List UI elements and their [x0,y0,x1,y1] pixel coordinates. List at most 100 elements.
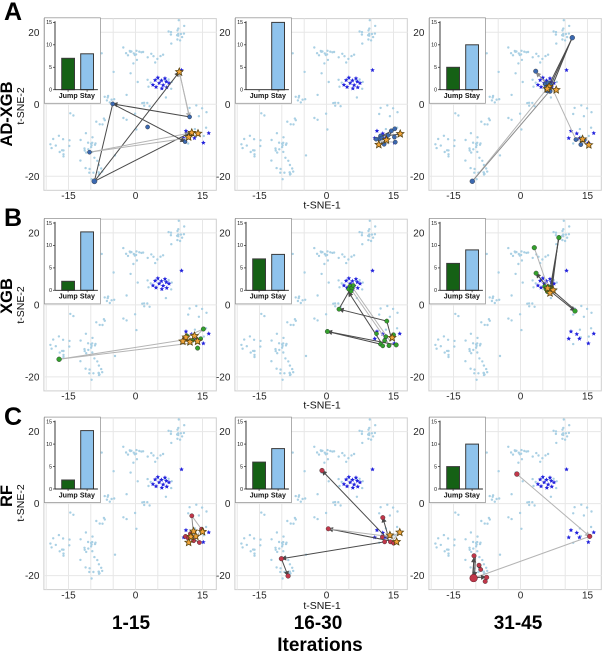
svg-text:15: 15 [388,191,400,202]
svg-text:-20: -20 [216,172,231,183]
svg-text:15: 15 [388,590,400,601]
svg-text:20: 20 [413,427,425,438]
svg-text:Jump: Jump [444,491,464,499]
svg-text:15: 15 [197,392,209,403]
svg-text:0: 0 [225,300,231,311]
svg-text:Stay: Stay [271,491,286,499]
svg-text:15: 15 [197,590,209,601]
svg-text:-20: -20 [25,571,40,582]
svg-text:10: 10 [46,43,52,49]
svg-text:0: 0 [225,499,231,510]
svg-text:0: 0 [518,590,524,601]
svg-text:Jump: Jump [444,293,464,301]
svg-text:15: 15 [388,392,400,403]
svg-text:C: C [4,403,22,431]
svg-text:20: 20 [413,228,425,239]
svg-text:20: 20 [28,427,40,438]
svg-text:20: 20 [219,28,231,39]
svg-text:Jump: Jump [59,92,79,100]
svg-text:-15: -15 [61,191,76,202]
svg-text:Jump: Jump [59,293,79,301]
svg-text:16-30: 16-30 [294,613,343,634]
svg-text:10: 10 [431,243,437,249]
svg-text:Stay: Stay [465,92,480,100]
svg-text:15: 15 [431,20,437,26]
svg-text:15: 15 [46,20,52,26]
svg-text:Jump: Jump [59,491,79,499]
svg-text:t-SNE-2: t-SNE-2 [15,484,27,522]
svg-text:15: 15 [582,191,594,202]
svg-text:RF: RF [0,485,16,507]
svg-text:10: 10 [46,243,52,249]
svg-text:15: 15 [431,221,437,227]
svg-text:10: 10 [431,43,437,49]
svg-text:0: 0 [49,487,52,493]
svg-text:Stay: Stay [80,293,95,301]
svg-text:5: 5 [49,266,52,272]
svg-text:5: 5 [49,464,52,470]
svg-text:-20: -20 [410,172,425,183]
svg-text:0: 0 [419,300,425,311]
svg-text:-15: -15 [446,191,461,202]
svg-text:0: 0 [34,300,40,311]
svg-text:Stay: Stay [465,491,480,499]
svg-text:Stay: Stay [271,293,286,301]
svg-text:10: 10 [46,442,52,448]
svg-text:15: 15 [46,221,52,227]
svg-text:Jump: Jump [250,293,270,301]
svg-text:-15: -15 [61,392,76,403]
svg-text:31-45: 31-45 [494,613,543,634]
svg-text:-15: -15 [252,590,267,601]
svg-text:Stay: Stay [80,92,95,100]
svg-text:20: 20 [219,427,231,438]
svg-text:Stay: Stay [465,293,480,301]
svg-text:-20: -20 [410,372,425,383]
svg-text:5: 5 [434,266,437,272]
svg-text:5: 5 [434,464,437,470]
svg-text:0: 0 [240,487,243,493]
svg-text:Stay: Stay [271,92,286,100]
svg-text:0: 0 [434,88,437,94]
svg-text:1-15: 1-15 [112,613,150,634]
svg-text:10: 10 [237,442,243,448]
svg-text:t-SNE-2: t-SNE-2 [15,286,27,324]
svg-text:0: 0 [133,590,139,601]
svg-text:-15: -15 [446,392,461,403]
svg-text:-15: -15 [61,590,76,601]
svg-text:15: 15 [582,392,594,403]
svg-text:Jump: Jump [444,92,464,100]
svg-text:-20: -20 [216,571,231,582]
svg-text:-20: -20 [25,372,40,383]
svg-text:Jump: Jump [250,92,270,100]
svg-text:Iterations: Iterations [277,635,363,656]
svg-text:0: 0 [419,100,425,111]
svg-text:0: 0 [434,288,437,294]
svg-text:-15: -15 [252,191,267,202]
svg-text:-15: -15 [252,392,267,403]
svg-text:0: 0 [133,191,139,202]
svg-text:5: 5 [240,266,243,272]
svg-text:t-SNE-1: t-SNE-1 [303,400,341,412]
svg-text:10: 10 [237,243,243,249]
svg-text:15: 15 [237,221,243,227]
svg-text:5: 5 [49,65,52,71]
svg-text:AD-XGB: AD-XGB [0,81,16,146]
svg-text:5: 5 [240,65,243,71]
svg-text:0: 0 [419,499,425,510]
svg-text:15: 15 [582,590,594,601]
svg-text:B: B [4,204,22,232]
svg-text:20: 20 [28,28,40,39]
svg-text:t-SNE-2: t-SNE-2 [15,87,27,125]
svg-text:0: 0 [34,499,40,510]
svg-text:15: 15 [237,420,243,426]
svg-text:0: 0 [240,288,243,294]
svg-text:0: 0 [49,288,52,294]
svg-text:0: 0 [49,88,52,94]
svg-text:-15: -15 [446,590,461,601]
svg-text:15: 15 [237,20,243,26]
svg-text:10: 10 [237,43,243,49]
svg-text:Stay: Stay [80,491,95,499]
svg-text:0: 0 [225,100,231,111]
svg-text:0: 0 [34,100,40,111]
svg-text:0: 0 [240,88,243,94]
